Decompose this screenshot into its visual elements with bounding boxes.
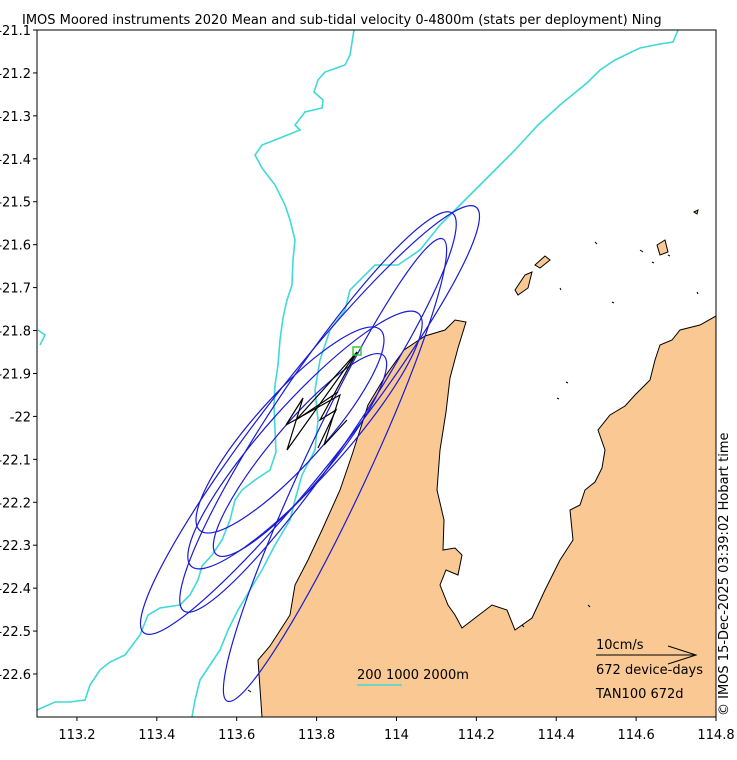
mooring-marker [352, 346, 362, 356]
x-axis: 113.2 113.4 113.6 113.8 114 114.2 114.4 114.6 11… [58, 717, 735, 743]
y-tick-label: -21.8 [0, 325, 31, 340]
x-tick-label: 114.2 [458, 728, 495, 743]
variance-ellipses [139, 205, 481, 703]
x-tick-label: 113.4 [138, 728, 175, 743]
island [247, 241, 699, 693]
copyright-label: © IMOS 15-Dec-2025 03:39:02 Hobart time [717, 432, 732, 716]
land-mass [257, 315, 716, 717]
x-tick-label: 114.4 [538, 728, 575, 743]
y-tick-label: -21.4 [0, 153, 31, 168]
scale-arrow-head [667, 645, 698, 665]
y-tick-label: -22.2 [0, 496, 31, 511]
ellipse [222, 237, 448, 703]
x-tick-label: 114 [384, 728, 409, 743]
y-tick-label: -22 [10, 410, 31, 425]
ellipse [187, 310, 423, 570]
y-tick-label: -22.5 [0, 625, 31, 640]
map-title: IMOS Moored instruments 2020 Mean and su… [22, 13, 662, 28]
island [693, 209, 699, 215]
y-axis: -21.1 -21.2 -21.3 -21.4 -21.5 -21.6 -21.7 -21.8… [0, 24, 37, 683]
legend-speed: 10cm/s [596, 638, 644, 653]
x-tick-label: 113.2 [58, 728, 95, 743]
x-tick-label: 113.6 [218, 728, 255, 743]
legend-station: TAN100 672d [595, 687, 684, 702]
y-tick-label: -21.2 [0, 67, 31, 82]
x-tick-label: 113.8 [298, 728, 335, 743]
island [534, 255, 551, 269]
y-tick-label: -22.1 [0, 453, 31, 468]
ellipse [179, 211, 457, 613]
legend-device-days: 672 device-days [596, 663, 703, 678]
y-tick-label: -21.1 [0, 24, 31, 39]
ellipse [212, 352, 388, 558]
y-tick-label: -21.9 [0, 367, 31, 382]
ellipse [195, 326, 385, 534]
velocity-vectors [285, 351, 358, 451]
x-tick-label: 114.8 [697, 728, 734, 743]
y-tick-label: -22.6 [0, 668, 31, 683]
y-tick-label: -21.6 [0, 239, 31, 254]
y-tick-label: -22.3 [0, 539, 31, 554]
island [656, 239, 669, 256]
legend-isobaths: 200 1000 2000m [357, 668, 469, 683]
y-tick-label: -21.5 [0, 196, 31, 211]
x-tick-label: 114.6 [618, 728, 655, 743]
y-tick-label: -21.3 [0, 110, 31, 125]
y-tick-label: -21.7 [0, 282, 31, 297]
island [514, 271, 533, 296]
y-tick-label: -22.4 [0, 582, 31, 597]
